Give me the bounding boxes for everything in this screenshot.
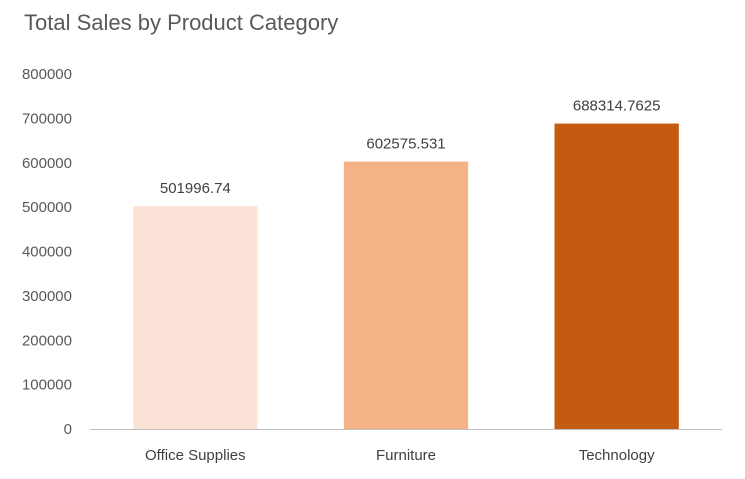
y-tick-label: 800000 [22, 66, 72, 83]
x-tick-label: Office Supplies [145, 447, 246, 464]
x-tick-label: Technology [579, 447, 655, 464]
data-label: 602575.531 [366, 136, 445, 153]
x-axis: Office Supplies Furniture Technology [145, 447, 655, 464]
data-label: 501996.74 [160, 180, 231, 197]
chart-title: Total Sales by Product Category [24, 10, 339, 35]
data-label: 688314.7625 [573, 98, 661, 115]
bars: 501996.74 602575.531 688314.7625 [133, 98, 679, 429]
y-tick-label: 600000 [22, 155, 72, 172]
y-tick-label: 300000 [22, 288, 72, 305]
y-axis: 0 100000 200000 300000 400000 500000 600000 700… [22, 66, 72, 438]
y-tick-label: 100000 [22, 377, 72, 394]
x-tick-label: Furniture [376, 447, 436, 464]
y-tick-label: 0 [64, 421, 72, 438]
bar-office-supplies [133, 206, 258, 429]
y-tick-label: 400000 [22, 244, 72, 261]
y-tick-label: 200000 [22, 332, 72, 349]
bar-technology [554, 123, 679, 429]
bar-furniture [343, 161, 469, 429]
y-tick-label: 500000 [22, 199, 72, 216]
y-tick-label: 700000 [22, 110, 72, 127]
